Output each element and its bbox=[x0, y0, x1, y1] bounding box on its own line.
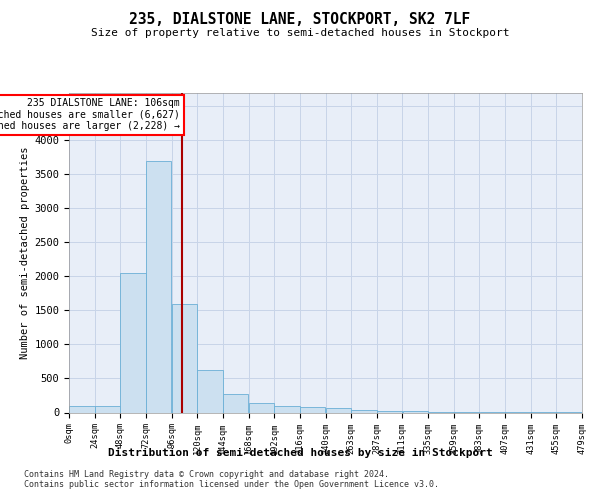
Text: Distribution of semi-detached houses by size in Stockport: Distribution of semi-detached houses by … bbox=[107, 448, 493, 458]
Bar bbox=[172, 304, 197, 412]
Bar bbox=[146, 160, 172, 412]
Text: 235 DIALSTONE LANE: 106sqm
← 75% of semi-detached houses are smaller (6,627)
25%: 235 DIALSTONE LANE: 106sqm ← 75% of semi… bbox=[0, 98, 180, 131]
Text: 235, DIALSTONE LANE, STOCKPORT, SK2 7LF: 235, DIALSTONE LANE, STOCKPORT, SK2 7LF bbox=[130, 12, 470, 28]
Y-axis label: Number of semi-detached properties: Number of semi-detached properties bbox=[20, 146, 30, 359]
Bar bbox=[69, 406, 95, 412]
Bar bbox=[274, 406, 300, 412]
Bar bbox=[377, 411, 403, 412]
Bar bbox=[197, 370, 223, 412]
Text: Contains HM Land Registry data © Crown copyright and database right 2024.: Contains HM Land Registry data © Crown c… bbox=[24, 470, 389, 479]
Text: Size of property relative to semi-detached houses in Stockport: Size of property relative to semi-detach… bbox=[91, 28, 509, 38]
Bar bbox=[95, 406, 120, 412]
Bar bbox=[300, 407, 325, 412]
Bar bbox=[121, 273, 146, 412]
Bar bbox=[248, 403, 274, 412]
Bar bbox=[223, 394, 248, 412]
Bar bbox=[351, 410, 377, 412]
Text: Contains public sector information licensed under the Open Government Licence v3: Contains public sector information licen… bbox=[24, 480, 439, 489]
Bar bbox=[326, 408, 351, 412]
